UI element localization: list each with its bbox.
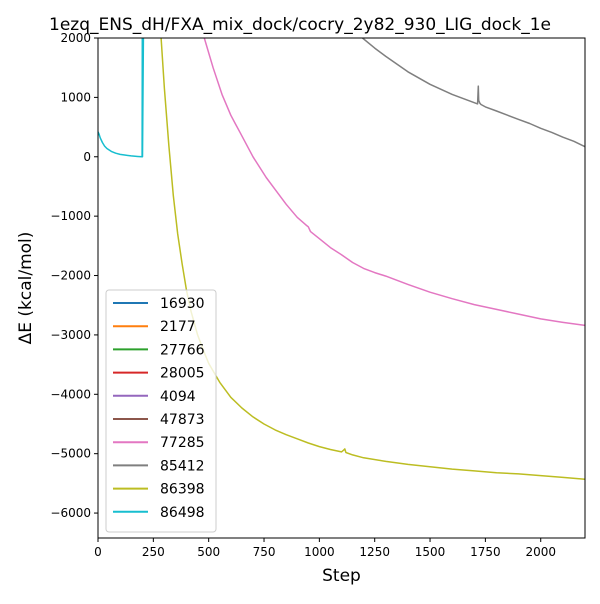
series-line-77285	[203, 38, 585, 327]
x-tick-label: 500	[197, 545, 220, 559]
y-tick-label: −6000	[50, 506, 91, 520]
legend-box	[105, 289, 217, 533]
x-tick-label: 250	[142, 545, 165, 559]
y-axis-label: ΔE (kcal/mol)	[16, 232, 36, 345]
x-tick-label: 1250	[359, 545, 390, 559]
y-tick-label: 0	[83, 150, 91, 164]
legend-label: 16930	[160, 296, 205, 312]
series-line-85412	[362, 38, 585, 148]
legend-label: 85412	[160, 458, 205, 474]
legend-label: 4094	[160, 389, 196, 405]
chart-title: 1ezq_ENS_dH/FXA_mix_dock/cocry_2y82_930_…	[49, 15, 551, 35]
x-tick-label: 0	[94, 545, 102, 559]
y-tick-label: −1000	[50, 209, 91, 223]
plot-frame	[97, 37, 586, 539]
x-tick-label: 2000	[525, 545, 556, 559]
legend-label: 28005	[160, 366, 205, 382]
y-tick-label: −5000	[50, 447, 91, 461]
legend-label: 86398	[160, 482, 205, 498]
x-axis-label: Step	[322, 566, 361, 586]
x-tick-label: 1000	[304, 545, 335, 559]
legend: 16930 2177 27766 28005 4094 47873 77285 85412 86…	[105, 289, 217, 533]
y-tick-label: 2000	[60, 31, 91, 45]
x-tick-label: 1750	[470, 545, 501, 559]
legend-label: 2177	[160, 319, 196, 335]
series-line-86498	[98, 38, 145, 158]
y-tick-label: 1000	[60, 90, 91, 104]
y-tick-label: −2000	[50, 269, 91, 283]
x-tick-label: 750	[253, 545, 276, 559]
x-tick-label: 1500	[415, 545, 446, 559]
ticks-layer: 0 250 500 750 1000 1250 1500 1750 2000 2000 1000 0 −…	[50, 31, 556, 559]
legend-label: 27766	[160, 342, 205, 358]
y-tick-label: −3000	[50, 328, 91, 342]
y-tick-label: −4000	[50, 387, 91, 401]
legend-label: 47873	[160, 412, 205, 428]
legend-label: 77285	[160, 435, 205, 451]
legend-label: 86498	[160, 505, 205, 521]
